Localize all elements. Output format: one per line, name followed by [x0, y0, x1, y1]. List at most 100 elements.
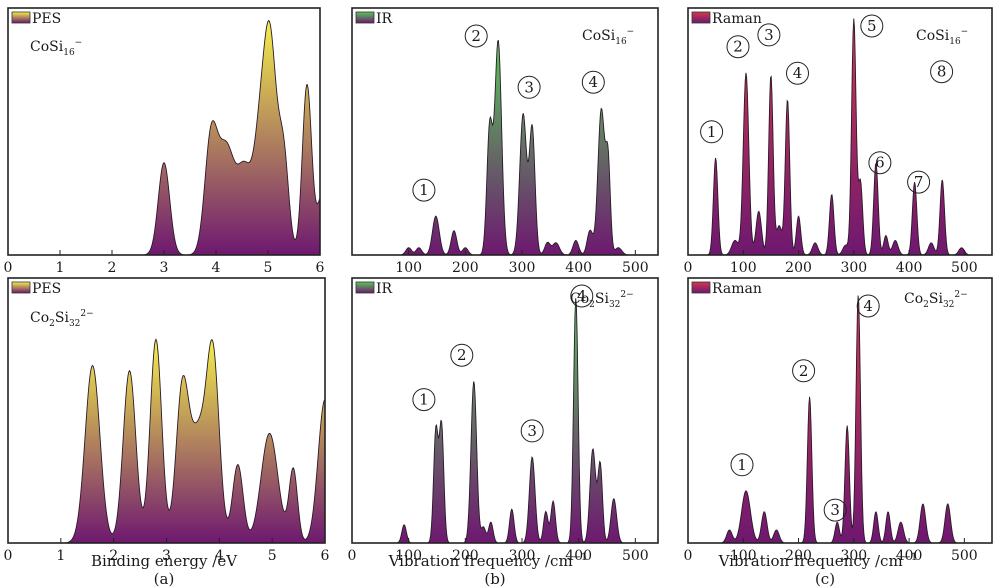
- legend-swatch-ir-top: [355, 11, 375, 24]
- xtick-label-raman-bottom-4: 400: [896, 548, 923, 564]
- peak-label-ir-top-2: 3: [524, 78, 534, 96]
- molecule-mid: Si: [595, 291, 610, 307]
- chart-pes-top: 0 1 2 3 4 5 6 PES CoSi16−: [4, 7, 325, 276]
- peak-circle-raman-top-7: [930, 60, 954, 84]
- peak-label-raman-top-5: 6: [875, 154, 885, 172]
- peak-pes-top-8: [322, 193, 323, 194]
- spectrum-area-pes-top: [8, 19, 321, 256]
- molecule-sup: 2−: [80, 309, 93, 319]
- spectrum-area-pes-bottom: [8, 338, 326, 544]
- xtick-label-ir-bottom-3: 300: [509, 548, 536, 564]
- peak-circle-raman-bottom-1: [792, 359, 816, 383]
- molecule-label-raman-top: CoSi16−: [916, 27, 968, 47]
- molecule-base: Co: [30, 310, 49, 326]
- x-axis-label-vibration-b-text: Vibration frequency /cm: [388, 552, 573, 570]
- molecule-sub1: 2: [923, 300, 929, 310]
- peak-circle-ir-top-0: [412, 178, 436, 202]
- legend-label-raman-bottom: Raman: [712, 281, 762, 297]
- peak-label-raman-top-1: 2: [733, 38, 743, 56]
- xtick-label-pes-bottom-1: 1: [56, 548, 65, 564]
- peak-raman-bottom-7: [858, 294, 859, 295]
- peak-label-ir-top-3: 4: [589, 73, 599, 91]
- xtick-label-pes-top-5: 5: [264, 260, 273, 276]
- legend-swatch-raman-bottom: [691, 281, 711, 294]
- xtick-label-pes-bottom-2: 2: [109, 548, 118, 564]
- peak-label-raman-top-2: 3: [764, 26, 774, 44]
- molecule-sub: 32: [609, 300, 620, 310]
- molecule-label-pes-top: CoSi16−: [30, 38, 82, 58]
- frame-raman-top: [687, 7, 993, 256]
- xtick-label-pes-top-1: 1: [56, 260, 65, 276]
- spectrum-area-ir-bottom: [352, 298, 658, 544]
- xtick-label-pes-top-4: 4: [212, 260, 221, 276]
- peak-circle-raman-bottom-0: [730, 453, 754, 477]
- frame-raman-bottom: [687, 277, 993, 544]
- xtick-label-raman-top-0: 0: [684, 260, 693, 276]
- xtick-label-raman-top-3: 300: [840, 260, 867, 276]
- xtick-label-ir-bottom-5: 500: [622, 548, 649, 564]
- peak-label-ir-bottom-0: 1: [419, 391, 429, 409]
- molecule-base: Co: [904, 291, 923, 307]
- x-axis-label-binding: Binding energy /eV: [91, 552, 238, 570]
- xtick-label-raman-top-2: 200: [785, 260, 812, 276]
- molecule-sub: 16: [949, 37, 961, 47]
- molecule-label-raman-bottom: Co2Si322−: [904, 290, 968, 310]
- spectrum-area-ir-top: [352, 39, 658, 256]
- peak-label-raman-top-6: 7: [914, 173, 924, 191]
- molecule-base: CoSi: [916, 28, 950, 44]
- xtick-label-raman-bottom-2: 200: [785, 548, 812, 564]
- peak-label-raman-top-3: 4: [793, 64, 803, 82]
- molecule-sup: −: [627, 27, 635, 37]
- legend-label-ir-top: IR: [376, 11, 393, 27]
- molecule-sup: −: [75, 38, 83, 48]
- legend-swatch-pes-bottom: [11, 281, 31, 294]
- panel-label-a: (a): [154, 570, 175, 588]
- legend-label-ir-bottom: IR: [376, 281, 393, 297]
- peak-circle-ir-top-1: [464, 24, 488, 48]
- peak-circle-raman-bottom-3: [856, 294, 880, 318]
- molecule-sup: 2−: [620, 290, 633, 300]
- legend-label-pes-top: PES: [32, 11, 61, 27]
- molecule-label-pes-bottom: Co2Si322−: [30, 309, 94, 329]
- xtick-label-raman-top-5: 500: [951, 260, 978, 276]
- peak-label-raman-bottom-2: 3: [830, 501, 840, 519]
- molecule-sub: 16: [615, 37, 627, 47]
- peak-circle-raman-top-0: [700, 120, 724, 144]
- peak-label-ir-top-1: 2: [471, 27, 481, 45]
- molecule-mid: Si: [929, 291, 944, 307]
- legend-swatch-pes-top: [11, 11, 31, 24]
- panel-label-c: (c): [815, 570, 835, 588]
- molecule-base: CoSi: [582, 28, 616, 44]
- molecule-sup: 2−: [954, 290, 967, 300]
- peak-label-raman-top-7: 8: [937, 63, 947, 81]
- x-axis-label-vibration-b-sup: −1: [573, 552, 588, 563]
- xtick-label-ir-top-1: 200: [452, 260, 479, 276]
- peak-raman-top-6: [787, 99, 788, 100]
- chart-ir-top: 100 200 300 400 500 IR CoSi16− 1 2 3 4: [351, 7, 659, 276]
- peak-circle-raman-top-2: [757, 23, 781, 47]
- x-axis-label-vibration-c-text: Vibration frequency /cm: [718, 552, 903, 570]
- chart-raman-top: 0 100 200 300 400 500 Raman CoSi16− 1 2 3 4 5 6 7 8: [684, 7, 993, 276]
- peak-circle-raman-top-5: [868, 151, 892, 175]
- peak-circle-ir-top-2: [517, 75, 541, 99]
- xtick-label-raman-bottom-5: 500: [951, 548, 978, 564]
- peak-circle-ir-bottom-1: [450, 343, 474, 367]
- xtick-label-pes-bottom-5: 5: [268, 548, 277, 564]
- peak-label-raman-top-4: 5: [867, 17, 877, 35]
- peak-circle-ir-bottom-0: [412, 388, 436, 412]
- xtick-label-ir-bottom-2: 200: [452, 548, 479, 564]
- legend-swatch-raman-top: [691, 11, 711, 24]
- peak-raman-top-4: [770, 74, 771, 75]
- xtick-label-pes-top-0: 0: [4, 260, 13, 276]
- xtick-label-raman-bottom-1: 100: [730, 548, 757, 564]
- peak-label-ir-bottom-1: 2: [457, 346, 467, 364]
- peak-circle-ir-bottom-2: [520, 419, 544, 443]
- peak-label-raman-top-0: 1: [707, 123, 717, 141]
- xtick-label-raman-bottom-3: 300: [840, 548, 867, 564]
- molecule-base: CoSi: [30, 39, 64, 55]
- legend-swatch-ir-bottom: [355, 281, 375, 294]
- molecule-sub: 32: [69, 319, 80, 329]
- xtick-label-raman-bottom-0: 0: [684, 548, 693, 564]
